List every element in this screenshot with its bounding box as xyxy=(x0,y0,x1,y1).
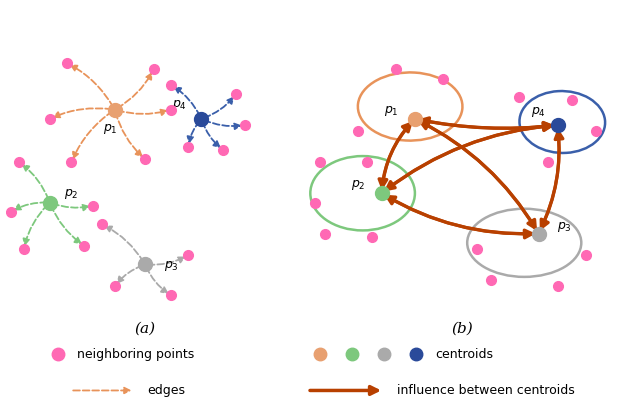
Text: $p_4$: $p_4$ xyxy=(531,105,546,119)
Text: $p_2$: $p_2$ xyxy=(351,178,365,192)
Text: $p_3$: $p_3$ xyxy=(164,259,179,273)
Text: centroids: centroids xyxy=(435,348,493,361)
Text: $p_2$: $p_2$ xyxy=(64,187,79,201)
Text: $p_1$: $p_1$ xyxy=(384,104,399,118)
Text: (a): (a) xyxy=(134,322,156,336)
Text: influence between centroids: influence between centroids xyxy=(397,384,575,397)
Text: $p_4$: $p_4$ xyxy=(172,98,187,111)
Text: neighboring points: neighboring points xyxy=(77,348,194,361)
Text: $p_1$: $p_1$ xyxy=(103,122,118,136)
Text: $p_3$: $p_3$ xyxy=(557,220,572,234)
Text: edges: edges xyxy=(147,384,185,397)
Text: (b): (b) xyxy=(452,322,474,336)
